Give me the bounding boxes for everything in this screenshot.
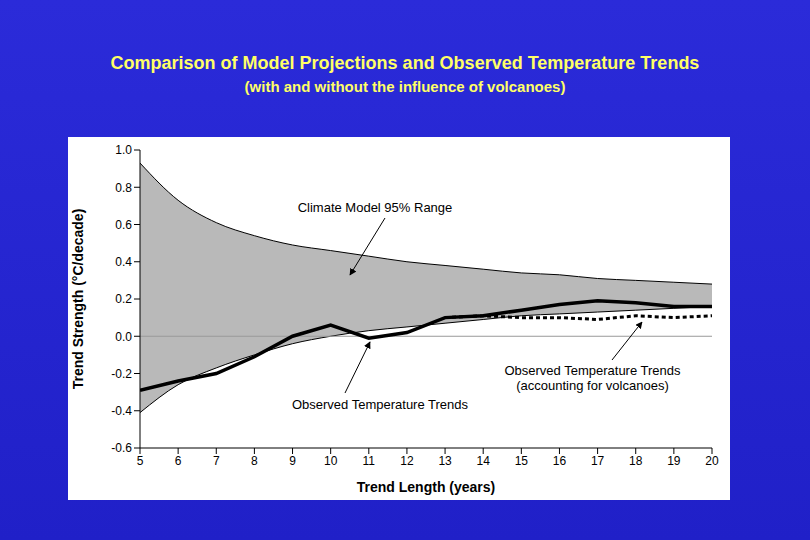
- svg-text:0.8: 0.8: [115, 181, 132, 195]
- svg-text:8: 8: [251, 454, 258, 468]
- svg-text:12: 12: [400, 454, 414, 468]
- svg-text:0.2: 0.2: [115, 292, 132, 306]
- html-text:(with and without the influenc: (with and without the influence of volca…: [244, 78, 566, 95]
- svg-text:0.6: 0.6: [115, 218, 132, 232]
- html-text:Observed Temperature Trends: Observed Temperature Trends: [504, 363, 681, 378]
- html-text:Observed Temperature Trends: Observed Temperature Trends: [292, 397, 468, 412]
- svg-text:20: 20: [705, 454, 719, 468]
- svg-text:16: 16: [553, 454, 567, 468]
- svg-text:5: 5: [137, 454, 144, 468]
- svg-text:6: 6: [175, 454, 182, 468]
- svg-text:7: 7: [213, 454, 220, 468]
- svg-text:-0.2: -0.2: [111, 367, 132, 381]
- svg-text:-0.6: -0.6: [111, 441, 132, 455]
- svg-text:18: 18: [629, 454, 643, 468]
- svg-text:0.0: 0.0: [115, 330, 132, 344]
- svg-text:Trend Strength (°C/decade): Trend Strength (°C/decade): [70, 209, 86, 390]
- svg-text:13: 13: [438, 454, 452, 468]
- svg-text:0.4: 0.4: [115, 255, 132, 269]
- svg-text:9: 9: [289, 454, 296, 468]
- svg-text:10: 10: [324, 454, 338, 468]
- svg-text:11: 11: [363, 454, 376, 468]
- html-text:(accounting for volcanoes): (accounting for volcanoes): [516, 378, 669, 393]
- svg-text:1.0: 1.0: [115, 143, 132, 157]
- svg-text:19: 19: [667, 454, 681, 468]
- html-text:Comparison of Model Projection: Comparison of Model Projections and Obse…: [110, 53, 700, 73]
- svg-text:-0.4: -0.4: [111, 404, 132, 418]
- svg-text:14: 14: [477, 454, 491, 468]
- svg-text:15: 15: [515, 454, 529, 468]
- svg-text:Trend Length (years): Trend Length (years): [357, 479, 495, 495]
- svg-text:17: 17: [591, 454, 605, 468]
- html-text:Climate Model 95% Range: Climate Model 95% Range: [297, 200, 453, 215]
